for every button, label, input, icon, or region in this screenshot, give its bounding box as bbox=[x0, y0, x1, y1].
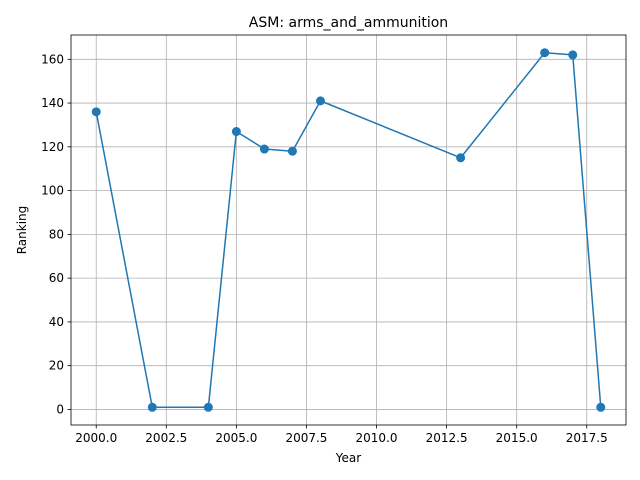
data-point bbox=[540, 48, 550, 58]
x-tick-label: 2005.0 bbox=[215, 431, 257, 445]
data-point bbox=[203, 402, 213, 412]
y-tick-label: 40 bbox=[49, 315, 64, 329]
y-axis-label: Ranking bbox=[15, 206, 29, 255]
y-tick-label: 80 bbox=[49, 227, 64, 241]
data-point bbox=[231, 127, 241, 137]
y-tick-label: 0 bbox=[56, 402, 64, 416]
x-tick-label: 2002.5 bbox=[145, 431, 187, 445]
data-point bbox=[315, 96, 325, 106]
x-tick-label: 2000.0 bbox=[75, 431, 117, 445]
y-tick-label: 60 bbox=[49, 271, 64, 285]
x-tick-label: 2012.5 bbox=[426, 431, 468, 445]
x-axis-label: Year bbox=[335, 451, 361, 465]
data-point bbox=[596, 402, 606, 412]
x-axis-ticks: 2000.0 2002.5 2005.0 2007.5 2010.0 2012.5 2015… bbox=[75, 425, 608, 445]
data-point bbox=[91, 107, 101, 117]
data-point bbox=[568, 50, 578, 60]
plot-frame bbox=[70, 34, 627, 426]
plot-area bbox=[71, 35, 626, 425]
x-tick-label: 2007.5 bbox=[285, 431, 327, 445]
x-tick-label: 2010.0 bbox=[356, 431, 398, 445]
x-tick-label: 2017.5 bbox=[566, 431, 608, 445]
series-layer bbox=[91, 48, 606, 412]
y-tick-label: 100 bbox=[41, 184, 64, 198]
y-tick-label: 160 bbox=[41, 52, 64, 66]
data-point bbox=[147, 402, 157, 412]
grid-lines bbox=[71, 35, 626, 425]
y-tick-label: 120 bbox=[41, 140, 64, 154]
y-tick-label: 140 bbox=[41, 96, 64, 110]
data-point bbox=[456, 153, 466, 163]
data-point bbox=[259, 144, 269, 154]
chart-title: ASM: arms_and_ammunition bbox=[249, 15, 448, 31]
y-axis-ticks: 0 20 40 60 80 100 120 140 160 bbox=[41, 52, 71, 416]
x-tick-label: 2015.0 bbox=[496, 431, 538, 445]
y-tick-label: 20 bbox=[49, 359, 64, 373]
data-point bbox=[287, 146, 297, 156]
